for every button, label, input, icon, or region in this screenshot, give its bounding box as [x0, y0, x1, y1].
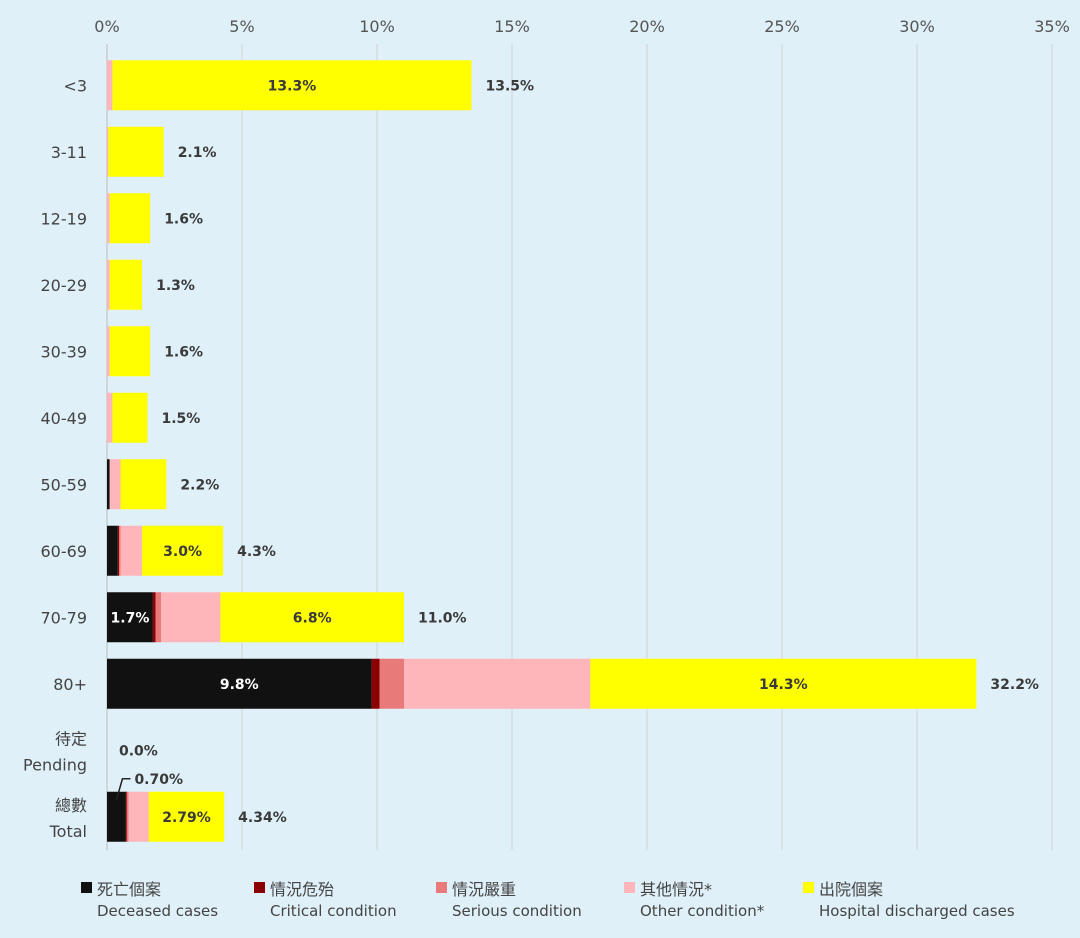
legend-swatch — [81, 882, 92, 893]
data-label: 3.0% — [163, 544, 202, 560]
bar-segment — [161, 592, 221, 643]
bar-segment — [107, 658, 372, 709]
bar-segment — [117, 525, 120, 576]
x-tick-label: 30% — [899, 17, 935, 36]
legend-label-zh: 出院個案 — [819, 880, 884, 899]
x-tick-label: 15% — [494, 17, 530, 36]
x-tick-label: 10% — [359, 17, 395, 36]
bar-segment — [107, 459, 110, 510]
total-label: 1.5% — [162, 411, 201, 427]
bar-segment — [109, 326, 151, 377]
category-label: 60-69 — [41, 542, 88, 561]
data-label: 6.8% — [293, 610, 332, 626]
bar-segment — [155, 592, 161, 643]
total-label: 13.5% — [486, 78, 535, 94]
bar-segment — [107, 791, 126, 842]
total-label: 32.2% — [990, 677, 1039, 693]
legend-label-en: Other condition* — [640, 902, 765, 920]
bar-segment — [107, 525, 118, 576]
bar-segment — [120, 459, 167, 510]
bar-segment — [107, 592, 153, 643]
bar-segment — [126, 791, 129, 842]
callout-leader — [115, 778, 131, 800]
x-tick-label: 20% — [629, 17, 665, 36]
category-label: Pending — [23, 755, 87, 774]
bar-segment — [142, 525, 224, 576]
bar-segment — [109, 193, 151, 244]
data-label: 2.79% — [162, 810, 211, 826]
legend-label-en: Hospital discharged cases — [819, 902, 1015, 920]
legend-label-en: Serious condition — [452, 902, 582, 920]
category-label: 50-59 — [41, 475, 88, 494]
bar-segment — [107, 126, 109, 177]
category-label: 40-49 — [41, 409, 88, 428]
bar-segment — [107, 326, 110, 377]
category-label: 20-29 — [41, 276, 88, 295]
category-label: 80+ — [53, 675, 87, 694]
bar-segment — [120, 525, 143, 576]
legend-swatch — [254, 882, 265, 893]
legend-label-zh: 情況嚴重 — [452, 880, 517, 899]
bar-segment — [590, 658, 977, 709]
bar-segment — [107, 60, 113, 111]
total-label: 0.0% — [119, 743, 158, 759]
category-label: 30-39 — [41, 342, 88, 361]
total-label: 11.0% — [418, 610, 467, 626]
data-label: 13.3% — [268, 78, 317, 94]
bar-segment — [108, 126, 164, 177]
category-label-zh: 總數 — [55, 796, 87, 815]
bar-segment — [112, 60, 472, 111]
bar-segment — [220, 592, 404, 643]
bar-segment — [107, 392, 113, 443]
bar-segment — [404, 658, 591, 709]
bar-segment — [109, 259, 143, 310]
category-label: 12-19 — [41, 209, 88, 228]
total-label: 1.6% — [164, 211, 203, 227]
bar-segment — [107, 259, 110, 310]
data-label: 9.8% — [220, 677, 259, 693]
legend-label-zh: 其他情況* — [640, 880, 713, 899]
bar-segment — [109, 459, 121, 510]
legend-swatch — [436, 882, 447, 893]
category-label: Total — [49, 822, 87, 841]
bar-segment — [371, 658, 380, 709]
legend-label-en: Deceased cases — [97, 902, 219, 920]
chart-legend: 死亡個案 Deceased cases 情況危殆 Critical condition… — [0, 868, 1080, 938]
data-label: 14.3% — [759, 677, 808, 693]
data-label: 0.70% — [134, 772, 183, 788]
legend-label-zh: 死亡個案 — [97, 880, 162, 899]
bar-segment — [128, 791, 149, 842]
category-label: 3-11 — [51, 143, 87, 162]
x-tick-label: 5% — [229, 17, 254, 36]
bar-segment — [152, 592, 156, 643]
total-label: 4.34% — [238, 810, 287, 826]
x-tick-label: 35% — [1034, 17, 1070, 36]
legend-label-zh: 情況危殆 — [270, 880, 335, 899]
total-label: 2.1% — [178, 145, 217, 161]
total-label: 1.6% — [164, 344, 203, 360]
category-label-zh: 待定 — [55, 729, 87, 748]
total-label: 4.3% — [237, 544, 276, 560]
x-tick-label: 25% — [764, 17, 800, 36]
bar-segment — [148, 791, 225, 842]
bar-segment — [119, 525, 121, 576]
data-label: 1.7% — [111, 610, 150, 626]
bar-segment — [125, 791, 127, 842]
bar-segment — [112, 392, 148, 443]
legend-swatch — [624, 882, 635, 893]
bar-segment — [379, 658, 404, 709]
legend-swatch — [803, 882, 814, 893]
total-label: 1.3% — [156, 278, 195, 294]
legend-label-en: Critical condition — [270, 902, 397, 920]
stacked-bar-chart: 0% 5% 10% 15% 20% 25% 30% 35% <3 13.3% 13.5% 3-11 2.… — [23, 17, 1070, 850]
category-label: <3 — [63, 76, 87, 95]
x-tick-label: 0% — [94, 17, 119, 36]
category-label: 70-79 — [41, 608, 88, 627]
total-label: 2.2% — [180, 477, 219, 493]
bar-segment — [107, 193, 110, 244]
